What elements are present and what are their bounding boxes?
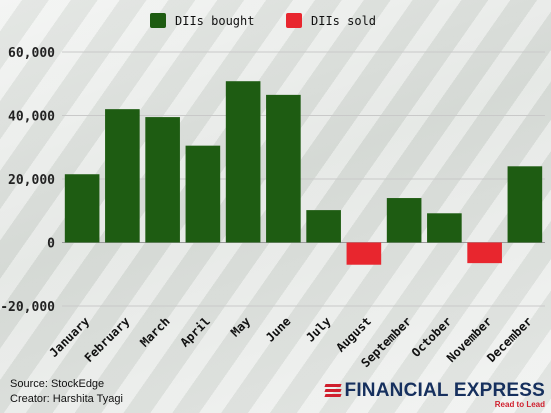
- grid-lines: [62, 51, 545, 307]
- bar-january: [64, 174, 100, 243]
- x-tick-label: July: [303, 314, 333, 344]
- creator-note: Creator: Harshita Tyagi: [10, 393, 123, 405]
- x-tick-label: June: [263, 314, 293, 344]
- x-tick-label: May: [228, 314, 253, 339]
- bar-august: [346, 242, 382, 265]
- bar-july: [306, 210, 341, 243]
- source-note: Source: StockEdge: [10, 378, 105, 390]
- y-tick-label: -20,000: [0, 300, 55, 315]
- x-tick-label: August: [333, 314, 374, 355]
- y-axis-ticks: -20,000 0 20,000 40,000 60,000: [0, 46, 55, 315]
- legend-label: DIIs sold: [311, 14, 376, 28]
- bar-december: [507, 166, 543, 243]
- y-tick-label: 0: [47, 237, 55, 252]
- chart-footer: Source: StockEdge Creator: Harshita Tyag…: [10, 377, 123, 407]
- x-tick-label: April: [178, 314, 213, 349]
- x-tick-label: March: [137, 314, 172, 349]
- legend-label: DIIs bought: [175, 14, 254, 28]
- bar-may: [225, 81, 261, 243]
- legend-swatch: [286, 13, 302, 28]
- brand-mark-icon: [323, 383, 342, 399]
- bar-june: [266, 94, 301, 243]
- bar-april: [185, 145, 221, 243]
- bars: [64, 81, 543, 265]
- y-tick-label: 20,000: [8, 173, 55, 188]
- bar-march: [145, 117, 180, 243]
- brand-tagline: Read to Lead: [494, 400, 545, 409]
- bar-february: [105, 109, 140, 243]
- y-tick-label: 40,000: [8, 110, 55, 125]
- bar-november: [467, 242, 502, 264]
- legend-swatch: [150, 13, 166, 28]
- brand-name: FINANCIAL EXPRESS: [344, 380, 545, 401]
- y-tick-label: 60,000: [8, 46, 55, 61]
- legend: DIIs bought DIIs sold: [150, 13, 376, 28]
- bar-september: [386, 198, 422, 243]
- bar-october: [427, 213, 462, 243]
- publisher-logo: FINANCIAL EXPRESS Read to Lead: [323, 380, 545, 409]
